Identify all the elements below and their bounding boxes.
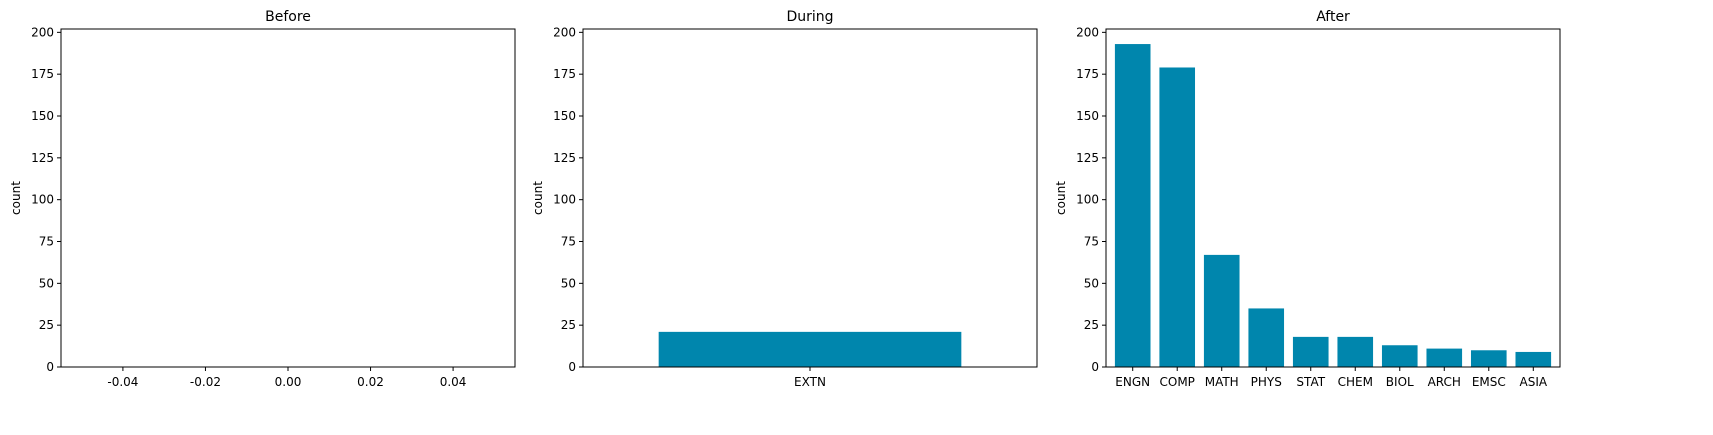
x-tick-label: 0.02 bbox=[357, 375, 384, 389]
y-tick-label: 175 bbox=[1076, 67, 1099, 81]
y-tick-label: 50 bbox=[39, 276, 54, 290]
y-tick-label: 50 bbox=[1084, 276, 1099, 290]
bar-extn bbox=[658, 331, 962, 367]
y-tick-label: 25 bbox=[39, 318, 54, 332]
y-tick-label: 75 bbox=[39, 235, 54, 249]
x-tick-label: CHEM bbox=[1338, 375, 1373, 389]
chart-title: During bbox=[786, 9, 833, 25]
x-tick-label: ASIA bbox=[1520, 375, 1548, 389]
y-tick-label: 25 bbox=[1084, 318, 1099, 332]
y-tick-label: 25 bbox=[561, 318, 576, 332]
bar-biol bbox=[1381, 345, 1418, 367]
x-tick-label: EXTN bbox=[794, 375, 826, 389]
y-tick-label: 100 bbox=[553, 193, 576, 207]
y-tick-label: 0 bbox=[1091, 360, 1099, 374]
bar-stat bbox=[1292, 336, 1329, 367]
y-axis-label: count bbox=[531, 181, 545, 215]
bar-emsc bbox=[1470, 350, 1507, 367]
y-tick-label: 50 bbox=[561, 276, 576, 290]
y-tick-label: 125 bbox=[553, 151, 576, 165]
y-tick-label: 150 bbox=[31, 109, 54, 123]
bars-group bbox=[1114, 44, 1552, 368]
x-ticks: EXTN bbox=[794, 367, 826, 389]
x-tick-label: PHYS bbox=[1251, 375, 1282, 389]
x-tick-label: COMP bbox=[1160, 375, 1195, 389]
y-tick-label: 125 bbox=[1076, 151, 1099, 165]
plot-frame bbox=[582, 28, 1038, 368]
y-tick-label: 0 bbox=[46, 360, 54, 374]
y-tick-label: 100 bbox=[1076, 193, 1099, 207]
x-tick-label: 0.00 bbox=[275, 375, 302, 389]
x-tick-label: BIOL bbox=[1386, 375, 1414, 389]
y-ticks: 0 25 50 75 100 125 150 175 200 bbox=[553, 25, 583, 374]
y-tick-label: 150 bbox=[1076, 109, 1099, 123]
chart-title: After bbox=[1316, 9, 1350, 25]
y-tick-label: 200 bbox=[1076, 25, 1099, 39]
y-tick-label: 175 bbox=[553, 67, 576, 81]
chart-panel-during: During count 0 25 50 75 100 125 150 175 200 EXTN bbox=[531, 9, 1038, 389]
x-tick-label: -0.04 bbox=[107, 375, 138, 389]
chart-panel-after: After count 0 25 50 75 100 125 150 175 200 ENGN C… bbox=[1054, 9, 1561, 389]
x-tick-label: STAT bbox=[1296, 375, 1325, 389]
bar-comp bbox=[1159, 67, 1196, 368]
y-tick-label: 175 bbox=[31, 67, 54, 81]
plot-frame bbox=[60, 28, 516, 368]
bar-asia bbox=[1515, 351, 1552, 367]
y-axis-label: count bbox=[9, 181, 23, 215]
bar-math bbox=[1203, 254, 1240, 367]
bar-engn bbox=[1114, 44, 1151, 367]
bars-group bbox=[658, 331, 962, 367]
chart-panel-before: Before count 0 25 50 75 100 125 150 175 200 -0.0… bbox=[9, 9, 516, 389]
bar-chem bbox=[1337, 336, 1374, 367]
x-tick-label: ARCH bbox=[1428, 375, 1461, 389]
y-tick-label: 75 bbox=[561, 235, 576, 249]
chart-title: Before bbox=[265, 9, 311, 25]
x-ticks: -0.04 -0.02 0.00 0.02 0.04 bbox=[107, 367, 466, 389]
y-tick-label: 75 bbox=[1084, 235, 1099, 249]
bar-phys bbox=[1248, 308, 1285, 367]
y-tick-label: 150 bbox=[553, 109, 576, 123]
y-tick-label: 200 bbox=[31, 25, 54, 39]
x-tick-label: EMSC bbox=[1472, 375, 1506, 389]
y-tick-label: 100 bbox=[31, 193, 54, 207]
y-ticks: 0 25 50 75 100 125 150 175 200 bbox=[1076, 25, 1106, 374]
plot-frame bbox=[1105, 28, 1561, 368]
bar-arch bbox=[1426, 348, 1463, 367]
x-ticks: ENGN COMP MATH PHYS STAT CHEM BIOL ARCH EMSC ASIA bbox=[1115, 367, 1548, 389]
y-tick-label: 0 bbox=[568, 360, 576, 374]
x-tick-label: ENGN bbox=[1115, 375, 1150, 389]
x-tick-label: 0.04 bbox=[440, 375, 467, 389]
y-tick-label: 200 bbox=[553, 25, 576, 39]
y-tick-label: 125 bbox=[31, 151, 54, 165]
y-axis-label: count bbox=[1054, 181, 1068, 215]
x-tick-label: -0.02 bbox=[190, 375, 221, 389]
x-tick-label: MATH bbox=[1205, 375, 1239, 389]
y-ticks: 0 25 50 75 100 125 150 175 200 bbox=[31, 25, 61, 374]
